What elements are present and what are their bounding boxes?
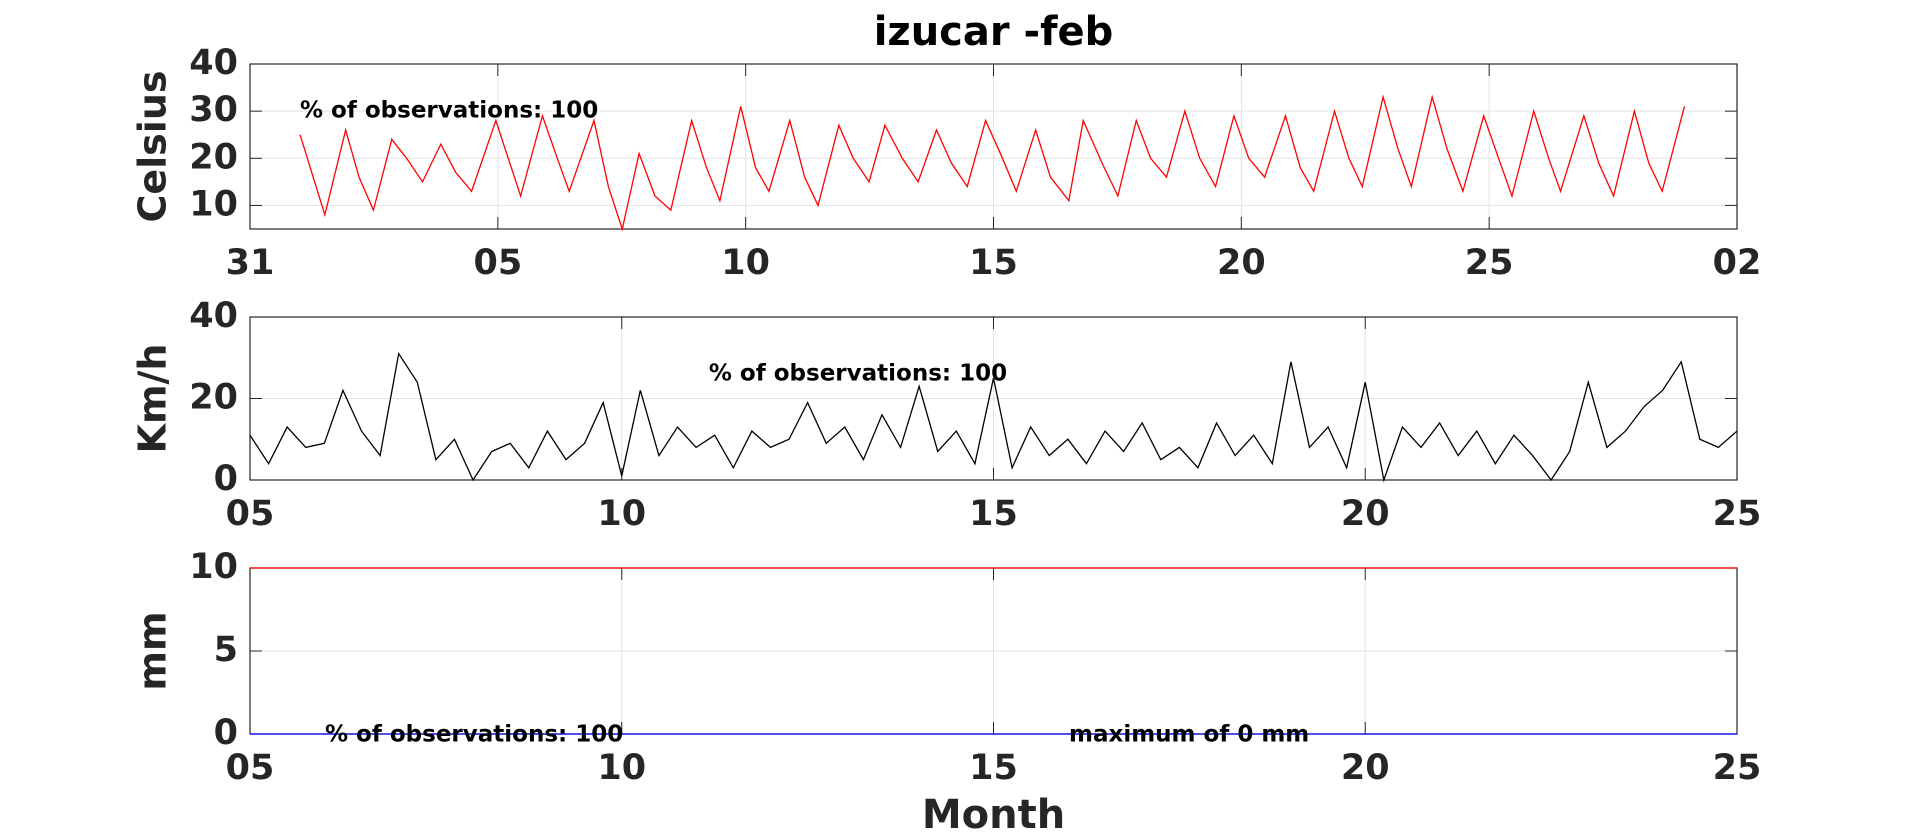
x-axis-label: Month bbox=[922, 792, 1065, 838]
y-tick-label: 0 bbox=[214, 459, 238, 499]
x-tick-label: 25 bbox=[1713, 494, 1762, 534]
y-tick-label: 40 bbox=[189, 296, 238, 336]
x-tick-label: 10 bbox=[597, 494, 646, 534]
plot-frame bbox=[249, 316, 1738, 481]
annotation: % of observations: 100 bbox=[709, 361, 1007, 387]
y-tick-label: 5 bbox=[214, 630, 238, 670]
x-tick-label: 20 bbox=[1217, 243, 1266, 283]
x-tick-label: 20 bbox=[1341, 748, 1390, 788]
x-tick-label: 10 bbox=[721, 243, 770, 283]
x-tick-label: 15 bbox=[969, 494, 1018, 534]
x-tick-label: 10 bbox=[597, 748, 646, 788]
annotation: % of observations: 100 bbox=[325, 722, 623, 748]
data-line bbox=[299, 94, 1686, 232]
y-tick-label: 40 bbox=[189, 43, 238, 83]
x-tick-label: 31 bbox=[226, 243, 275, 283]
y-axis-label: Km/h bbox=[131, 344, 175, 454]
x-tick-label: 25 bbox=[1713, 748, 1762, 788]
x-tick-label: 15 bbox=[969, 243, 1018, 283]
y-tick-label: 20 bbox=[189, 378, 238, 418]
x-tick-label: 25 bbox=[1465, 243, 1514, 283]
y-axis-label: mm bbox=[131, 611, 175, 690]
x-tick-label: 05 bbox=[226, 748, 275, 788]
x-tick-label: 05 bbox=[226, 494, 275, 534]
y-tick-label: 0 bbox=[214, 713, 238, 753]
y-tick-label: 10 bbox=[189, 547, 238, 587]
x-tick-label: 05 bbox=[473, 243, 522, 283]
y-tick-label: 10 bbox=[189, 184, 238, 224]
y-tick-label: 20 bbox=[189, 137, 238, 177]
annotation: % of observations: 100 bbox=[300, 98, 598, 124]
plot-frame bbox=[249, 63, 1738, 230]
y-tick-label: 30 bbox=[189, 90, 238, 130]
y-axis-label: Celsius bbox=[131, 71, 175, 223]
x-tick-label: 02 bbox=[1713, 243, 1762, 283]
x-tick-label: 15 bbox=[969, 748, 1018, 788]
chart-title: izucar -feb bbox=[874, 9, 1114, 55]
x-tick-label: 20 bbox=[1341, 494, 1390, 534]
data-line bbox=[249, 351, 1738, 483]
annotation: maximum of 0 mm bbox=[1069, 722, 1309, 748]
